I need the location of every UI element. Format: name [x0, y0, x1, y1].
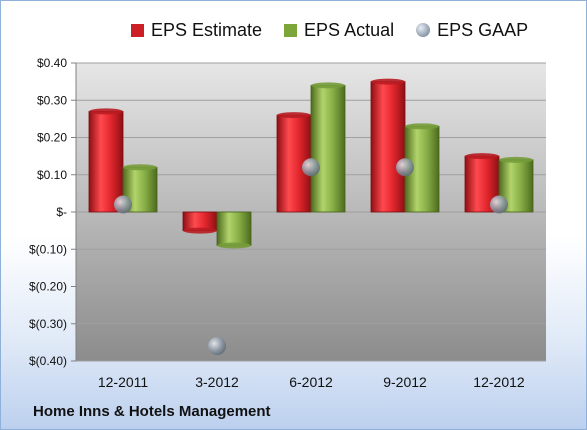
x-tick-label: 9-2012 — [383, 374, 427, 390]
bar-eps-actual — [310, 84, 346, 213]
bar-eps-actual — [404, 125, 440, 213]
bar-eps-actual-cap — [217, 242, 251, 249]
legend-item: EPS Actual — [284, 20, 394, 41]
bar-eps-estimate-cap — [371, 78, 405, 85]
bar-eps-estimate — [88, 111, 124, 213]
bar-eps-actual-cap — [499, 156, 533, 163]
bar-eps-estimate-cap — [277, 112, 311, 119]
legend-label: EPS Estimate — [151, 19, 263, 40]
bar-eps-actual-cap — [405, 123, 439, 130]
square-green-icon — [284, 23, 298, 37]
bar-eps-actual — [216, 211, 252, 246]
x-tick-label: 12-2011 — [98, 374, 149, 390]
legend-label: EPS GAAP — [437, 19, 529, 40]
y-tick-label: $0.10 — [37, 168, 67, 182]
bar-eps-estimate — [276, 114, 312, 213]
point-eps-gaap — [208, 337, 226, 356]
x-tick-label: 6-2012 — [289, 374, 333, 390]
x-tick-label: 12-2012 — [473, 374, 525, 390]
point-eps-gaap — [490, 195, 508, 214]
bar-eps-actual-cap — [123, 164, 157, 171]
bar-eps-estimate-cap — [465, 153, 499, 160]
y-tick-label: $(0.30) — [29, 317, 67, 331]
square-red-icon — [131, 23, 144, 37]
legend-item: EPS GAAP — [416, 20, 528, 41]
point-eps-gaap — [114, 195, 132, 214]
chart-legend: EPS Estimate EPS Actual EPS GAAP — [131, 17, 528, 43]
x-tick-label: 3-2012 — [195, 374, 239, 390]
legend-label: EPS Actual — [304, 19, 395, 40]
y-tick-label: $(0.40) — [29, 354, 67, 368]
bar-eps-actual-cap — [311, 82, 345, 89]
y-tick-label: $0.30 — [37, 93, 67, 107]
y-tick-label: $0.40 — [37, 56, 67, 70]
y-tick-label: $(0.10) — [29, 242, 67, 256]
point-eps-gaap — [396, 158, 414, 177]
bar-eps-estimate — [370, 81, 406, 213]
y-tick-label: $(0.20) — [29, 280, 67, 294]
y-tick-label: $- — [56, 205, 67, 219]
company-name: Home Inns & Hotels Management — [33, 403, 271, 420]
circle-gray-icon — [416, 23, 431, 37]
bar-eps-estimate-cap — [183, 227, 217, 234]
y-tick-label: $0.20 — [37, 131, 67, 145]
bar-eps-estimate-cap — [89, 108, 123, 115]
point-eps-gaap — [302, 158, 320, 177]
legend-item: EPS Estimate — [131, 20, 262, 41]
